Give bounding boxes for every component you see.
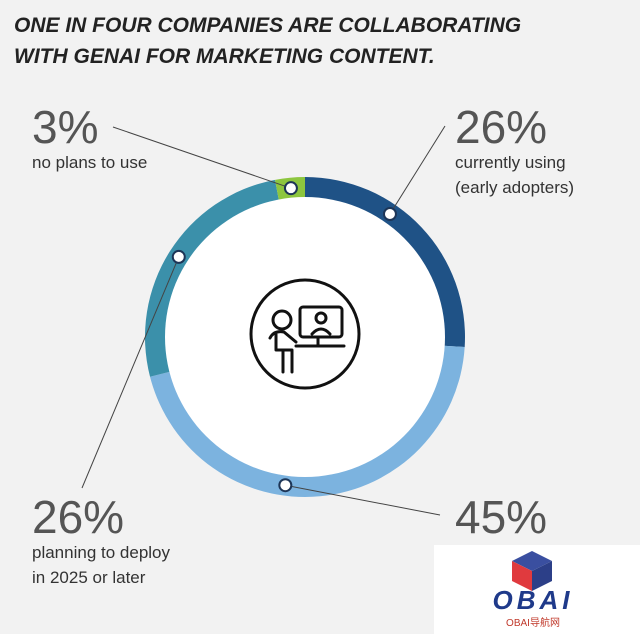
value-label: 26% — [32, 491, 124, 543]
donut-slice — [145, 179, 279, 377]
leader-dot — [283, 181, 298, 196]
watermark-title: OBAI — [493, 585, 574, 615]
leader-dot — [171, 249, 186, 264]
watermark-logo — [512, 551, 552, 591]
donut-slice — [150, 345, 465, 497]
leader-line — [112, 126, 292, 189]
category-label: no plans to use — [32, 153, 147, 172]
category-label: currently using — [455, 153, 566, 172]
watermark-subtitle: OBAI导航网 — [506, 616, 560, 629]
category-label: planning to deploy — [32, 543, 171, 562]
leader-dot — [382, 206, 397, 221]
value-label: 3% — [32, 101, 98, 153]
category-label: in 2025 or later — [32, 568, 146, 587]
value-label: 45% — [455, 491, 547, 543]
chart-title: WITH GENAI FOR MARKETING CONTENT. — [14, 45, 435, 68]
value-label: 26% — [455, 101, 547, 153]
leader-line — [389, 125, 446, 215]
leader-dot — [278, 478, 293, 493]
labels: 26%currently using(early adopters)45%26%… — [32, 101, 574, 587]
center-icon — [249, 278, 361, 390]
leader-line — [81, 256, 180, 489]
leader-line — [285, 484, 441, 516]
chart-title: ONE IN FOUR COMPANIES ARE COLLABORATING — [14, 14, 521, 37]
category-label: (early adopters) — [455, 178, 574, 197]
